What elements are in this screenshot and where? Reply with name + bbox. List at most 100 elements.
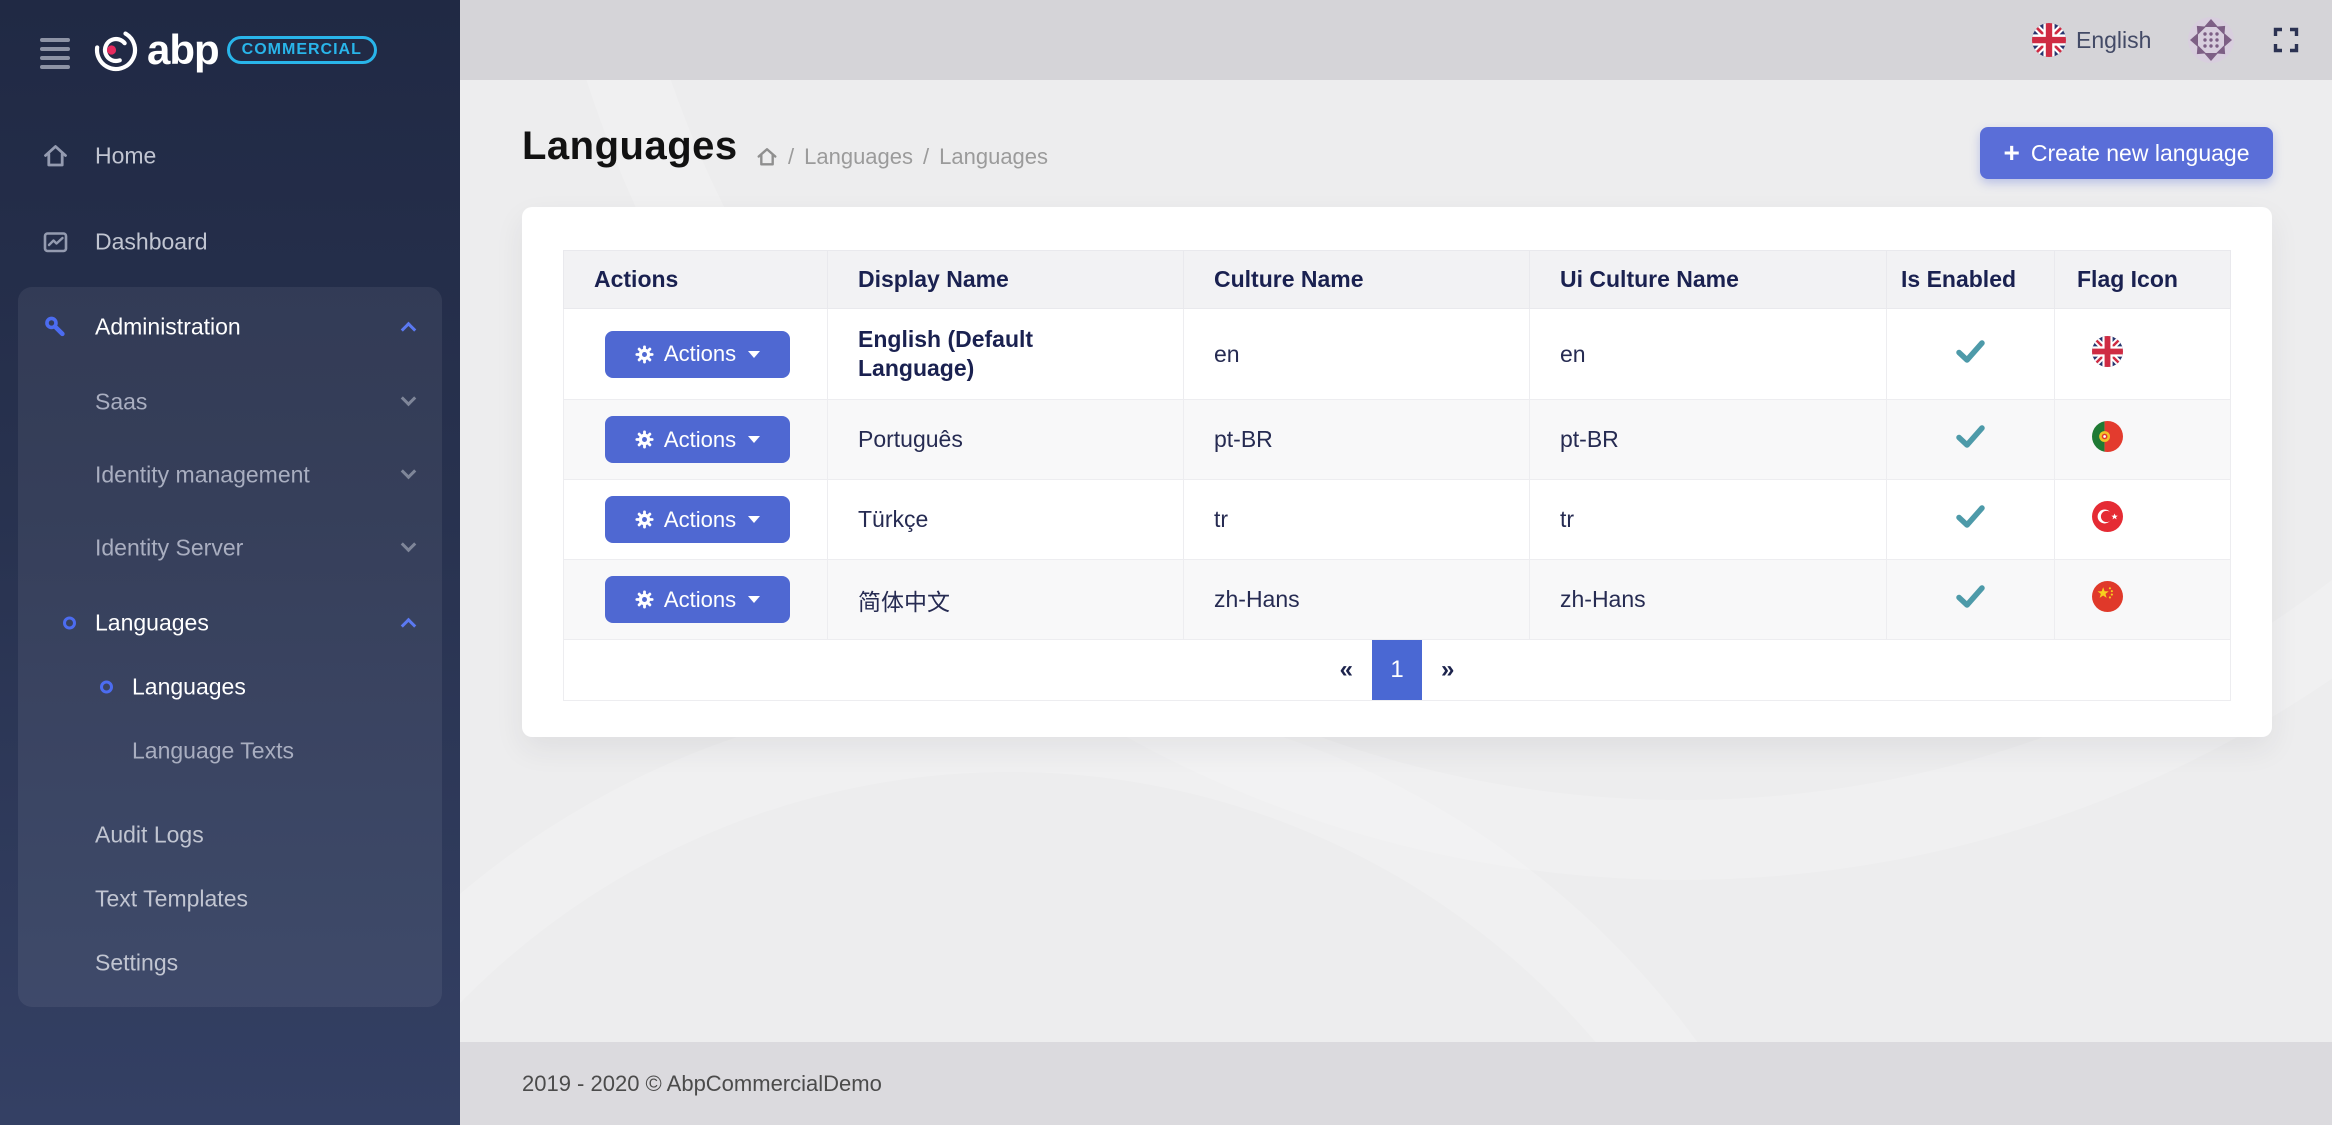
- sidebar-item-saas[interactable]: Saas: [18, 372, 442, 432]
- language-selector[interactable]: English: [2032, 0, 2151, 80]
- main-content: Languages / Languages / Languages + Crea…: [460, 80, 2332, 1042]
- sidebar-item-label: Identity management: [95, 461, 310, 488]
- gear-icon: [635, 430, 654, 449]
- enabled-check-icon: [1956, 585, 1985, 608]
- row-actions-button[interactable]: Actions: [605, 496, 790, 543]
- sidebar-item-label: Saas: [95, 388, 148, 415]
- pagination-prev-button[interactable]: «: [1339, 656, 1353, 683]
- chevron-up-icon: [400, 617, 417, 634]
- brand-name: abp: [147, 26, 220, 73]
- ui-culture-name: en: [1529, 308, 1887, 400]
- uk-flag-icon: [2032, 23, 2066, 57]
- sidebar-item-label: Languages: [95, 609, 209, 636]
- home-breadcrumb-icon[interactable]: [756, 146, 778, 168]
- fullscreen-icon: [2273, 27, 2299, 53]
- sidebar-item-label: Identity Server: [95, 534, 244, 561]
- ui-culture-name: zh-Hans: [1529, 559, 1887, 640]
- flag-cn-icon: [2092, 581, 2123, 612]
- col-header-display-name: Display Name: [827, 250, 1184, 309]
- current-language-label: English: [2076, 26, 2152, 53]
- user-avatar[interactable]: [2188, 17, 2234, 63]
- bullet-ring-icon: [63, 616, 76, 630]
- table-row: Actions Türkçe tr tr: [563, 479, 2231, 560]
- caret-down-icon: [748, 436, 761, 443]
- chevron-up-icon: [400, 321, 417, 338]
- sidebar-item-label: Languages: [132, 673, 246, 700]
- pagination-next-button[interactable]: »: [1441, 656, 1455, 683]
- home-icon: [44, 145, 67, 167]
- caret-down-icon: [748, 350, 761, 358]
- brand-logo[interactable]: abp COMMERCIAL: [94, 28, 377, 72]
- enabled-check-icon: [1956, 425, 1985, 448]
- sidebar-item-identity-management[interactable]: Identity management: [18, 445, 442, 505]
- languages-table-card: Actions Display Name Culture Name Ui Cul…: [522, 207, 2272, 737]
- sidebar-item-text-templates[interactable]: Text Templates: [18, 869, 442, 929]
- gear-icon: [635, 590, 654, 609]
- chevron-down-icon: [400, 463, 417, 480]
- actions-button-label: Actions: [663, 341, 737, 366]
- breadcrumb: / Languages / Languages: [756, 144, 1048, 170]
- menu-toggle-icon[interactable]: [40, 38, 70, 74]
- breadcrumb-item[interactable]: Languages: [804, 144, 914, 169]
- caret-down-icon: [748, 516, 761, 523]
- ui-culture-name: pt-BR: [1529, 399, 1887, 480]
- fullscreen-toggle[interactable]: [2272, 26, 2300, 59]
- breadcrumb-separator: /: [923, 144, 930, 169]
- sidebar-item-home[interactable]: Home: [18, 126, 442, 186]
- topbar: English: [460, 0, 2332, 80]
- abp-logo-icon: [94, 28, 138, 72]
- brand-badge: COMMERCIAL: [226, 36, 377, 64]
- plus-icon: +: [2003, 137, 2020, 168]
- avatar-identicon: [2188, 17, 2234, 63]
- culture-name: zh-Hans: [1183, 559, 1530, 640]
- dashboard-chart-icon: [43, 232, 68, 253]
- breadcrumb-separator: /: [788, 144, 795, 169]
- sidebar-item-identity-server[interactable]: Identity Server: [18, 518, 442, 578]
- col-header-is-enabled: Is Enabled: [1886, 250, 2055, 309]
- display-name: Português: [858, 426, 963, 452]
- page-title: Languages: [522, 124, 738, 168]
- caret-down-icon: [748, 596, 761, 603]
- pagination-row: « 1 »: [563, 639, 2231, 701]
- display-name: 简体中文: [858, 588, 950, 615]
- create-new-language-button[interactable]: + Create new language: [1980, 127, 2273, 179]
- sidebar-item-label: Dashboard: [95, 228, 208, 255]
- create-button-label: Create new language: [2030, 139, 2250, 166]
- row-actions-button[interactable]: Actions: [605, 576, 790, 623]
- enabled-check-icon: [1956, 339, 1985, 363]
- languages-table: Actions Display Name Culture Name Ui Cul…: [563, 250, 2231, 701]
- sidebar-item-label: Text Templates: [95, 885, 248, 912]
- sidebar-item-languages-group[interactable]: Languages: [18, 593, 442, 653]
- gear-icon: [635, 344, 654, 364]
- table-row: Actions English (Default Language) en en: [563, 308, 2231, 400]
- sidebar-item-label: Administration: [95, 313, 241, 340]
- sidebar-item-settings[interactable]: Settings: [18, 933, 442, 993]
- actions-button-label: Actions: [663, 506, 737, 532]
- col-header-ui-culture-name: Ui Culture Name: [1529, 250, 1887, 309]
- sidebar-item-administration[interactable]: Administration: [18, 297, 442, 357]
- sidebar-item-language-texts[interactable]: Language Texts: [18, 721, 442, 781]
- sidebar-item-dashboard[interactable]: Dashboard: [18, 212, 442, 272]
- row-actions-button[interactable]: Actions: [605, 416, 790, 463]
- culture-name: pt-BR: [1183, 399, 1530, 480]
- pagination: « 1 »: [564, 640, 2230, 700]
- table-row: Actions 简体中文 zh-Hans zh-Hans: [563, 559, 2231, 640]
- breadcrumb-item[interactable]: Languages: [939, 144, 1049, 169]
- flag-gb-icon: [2092, 335, 2123, 367]
- sidebar-item-label: Audit Logs: [95, 821, 204, 848]
- row-actions-button[interactable]: Actions: [605, 330, 790, 378]
- actions-button-label: Actions: [663, 586, 737, 612]
- wrench-icon: [45, 316, 65, 337]
- flag-pt-icon: [2092, 421, 2123, 452]
- flag-tr-icon: [2092, 501, 2123, 532]
- actions-button-label: Actions: [663, 426, 737, 452]
- sidebar-item-label: Settings: [95, 949, 179, 976]
- sidebar: abp COMMERCIAL Home Dashboard Administra…: [0, 0, 460, 1125]
- col-header-flag-icon: Flag Icon: [2054, 250, 2231, 309]
- sidebar-item-languages[interactable]: Languages: [18, 657, 442, 717]
- sidebar-item-audit-logs[interactable]: Audit Logs: [18, 805, 442, 865]
- chevron-down-icon: [400, 390, 417, 407]
- pagination-current-page[interactable]: 1: [1372, 640, 1422, 700]
- chevron-down-icon: [400, 536, 417, 553]
- copyright-text: 2019 - 2020 © AbpCommercialDemo: [522, 1070, 882, 1096]
